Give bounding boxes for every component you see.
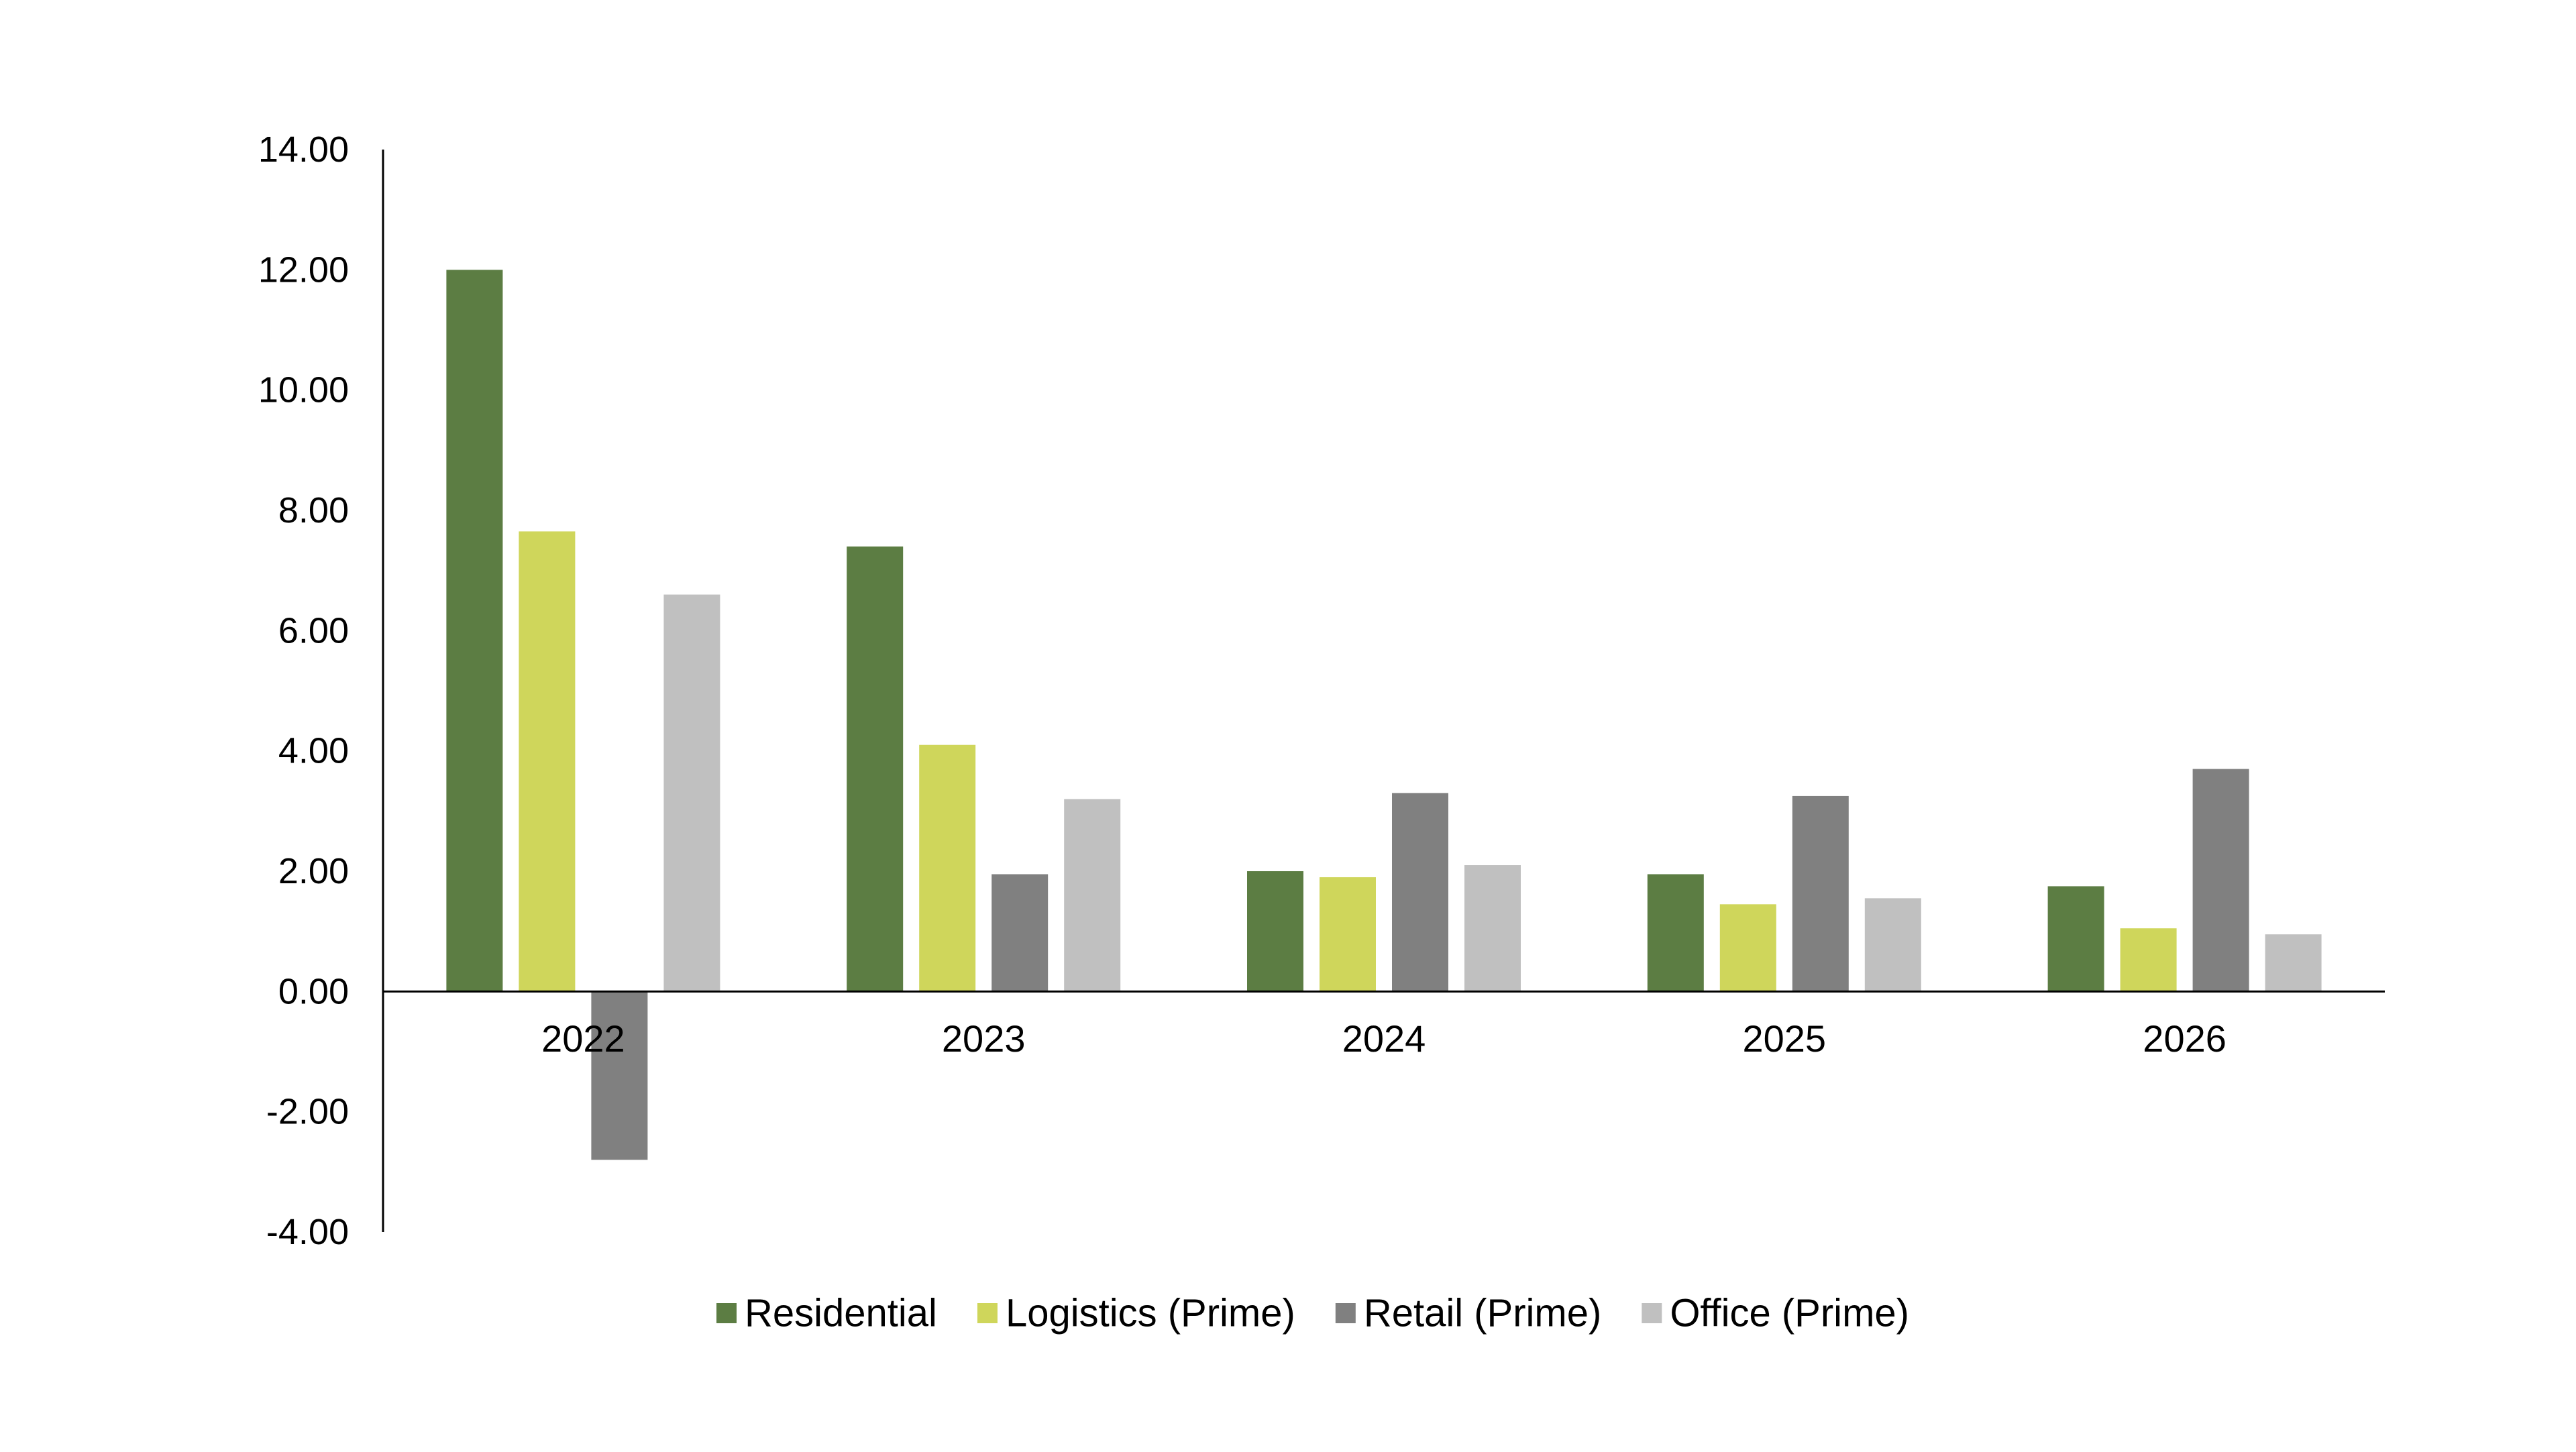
- bar-2022-residential: [446, 270, 503, 992]
- bar-2025-retail-prime: [1792, 795, 1849, 992]
- legend-swatch: [1335, 1303, 1356, 1323]
- bar-2022-retail-prime: [591, 991, 648, 1160]
- x-tick-label: 2023: [942, 1017, 1026, 1060]
- bar-2024-retail-prime: [1392, 793, 1448, 992]
- legend-item-residential: Residential: [716, 1292, 937, 1335]
- legend-item-logistics-prime: Logistics (Prime): [977, 1292, 1295, 1335]
- bar-2024-residential: [1247, 871, 1303, 992]
- legend-label: Office (Prime): [1670, 1292, 1909, 1335]
- x-tick-label: 2024: [1342, 1017, 1426, 1060]
- legend-swatch: [716, 1303, 737, 1323]
- y-tick-label: 10.00: [258, 370, 349, 410]
- labels-layer: 14.00 12.00 10.00 8.00 6.00 4.00 2.00 0.00 -2.00…: [258, 129, 2226, 1252]
- bar-2023-office-prime: [1064, 799, 1121, 992]
- bar-2023-logistics-prime: [919, 744, 976, 992]
- bar-2025-residential: [1647, 874, 1704, 992]
- legend-swatch: [977, 1303, 998, 1323]
- bars-layer: [446, 270, 2322, 1160]
- axes-layer: [382, 150, 2385, 1232]
- bar-2025-logistics-prime: [1719, 904, 1776, 992]
- x-tick-label: 2022: [541, 1017, 625, 1060]
- legend-item-office-prime: Office (Prime): [1642, 1292, 1909, 1335]
- y-tick-label: 14.00: [258, 129, 349, 170]
- x-tick-label: 2025: [1743, 1017, 1827, 1060]
- legend-label: Logistics (Prime): [1006, 1292, 1295, 1335]
- bar-2025-office-prime: [1864, 898, 1921, 992]
- bar-2026-office-prime: [2265, 934, 2322, 992]
- bar-2023-retail-prime: [991, 874, 1049, 992]
- y-tick-label: 8.00: [278, 490, 349, 530]
- legend-item-retail-prime: Retail (Prime): [1335, 1292, 1602, 1335]
- y-tick-label: 4.00: [278, 731, 349, 771]
- y-tick-label: -4.00: [266, 1212, 349, 1252]
- bar-2024-logistics-prime: [1320, 877, 1376, 992]
- x-tick-label: 2026: [2143, 1017, 2226, 1060]
- y-tick-label: 6.00: [278, 610, 349, 651]
- bar-2024-office-prime: [1464, 865, 1521, 992]
- bar-2026-logistics-prime: [2120, 928, 2177, 992]
- legend-label: Retail (Prime): [1364, 1292, 1602, 1335]
- bar-2023-residential: [847, 546, 904, 992]
- bar-2022-logistics-prime: [519, 531, 576, 992]
- bar-2022-office-prime: [663, 594, 720, 992]
- bar-2026-residential: [2047, 886, 2104, 992]
- bar-2026-retail-prime: [2192, 769, 2249, 992]
- legend-label: Residential: [745, 1292, 937, 1335]
- y-tick-label: 2.00: [278, 851, 349, 891]
- y-tick-label: -2.00: [266, 1092, 349, 1132]
- legend-swatch: [1642, 1303, 1662, 1323]
- legend: Residential Logistics (Prime) Retail (Prim…: [716, 1292, 1909, 1335]
- y-tick-label: 12.00: [258, 249, 349, 290]
- y-tick-label: 0.00: [278, 971, 349, 1011]
